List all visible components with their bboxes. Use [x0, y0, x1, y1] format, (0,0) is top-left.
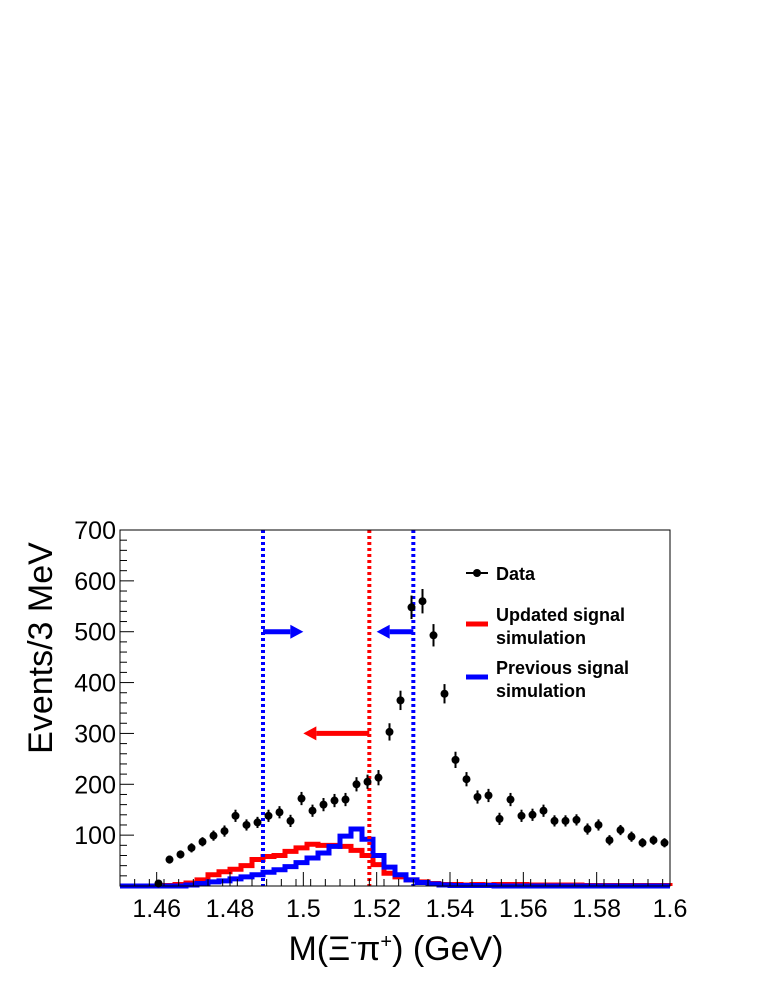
x-tick-label: 1.56: [499, 895, 548, 923]
legend-label-1: Data: [496, 564, 536, 584]
axis-ticks: 1.46 1.48 1.5 1.52 1.54 1.56 1.58 1.6 100 200 300 4…: [74, 517, 687, 923]
data-point: [396, 696, 405, 705]
data-point: [583, 825, 592, 834]
data-point: [341, 795, 350, 804]
cut-lines: [261, 530, 416, 886]
y-tick-label: 400: [74, 670, 116, 698]
data-point: [264, 811, 273, 820]
data-point: [539, 806, 548, 815]
plot-frame: [119, 529, 671, 887]
data-point: [473, 793, 482, 801]
data-point: [484, 791, 493, 800]
data-point: [385, 727, 394, 736]
data-point: [231, 811, 240, 820]
x-axis-title-main: M(Ξ: [288, 930, 350, 968]
data-point: [242, 820, 251, 829]
data-point: [165, 855, 174, 864]
y-tick-label: 700: [74, 517, 116, 545]
cut-arrow-head-3: [376, 624, 390, 639]
data-point: [517, 811, 526, 820]
data-point: [275, 808, 284, 817]
data-point: [594, 820, 603, 829]
data-point: [418, 597, 427, 606]
data-point: [627, 832, 636, 841]
x-axis-title-sup2: +: [380, 931, 392, 953]
data-point: [176, 850, 185, 859]
data-point: [352, 780, 361, 789]
data-point: [649, 836, 658, 845]
x-tick-label: 1.6: [653, 895, 688, 923]
y-tick-label: 600: [74, 568, 116, 596]
x-tick-label: 1.48: [206, 895, 255, 923]
x-tick-label: 1.46: [132, 895, 181, 923]
data-point: [209, 831, 218, 840]
y-tick-label: 200: [74, 771, 116, 799]
data-point: [561, 816, 570, 825]
legend-data-marker: [473, 569, 481, 577]
legend-label-2: Updated signal: [496, 605, 625, 625]
data-point: [187, 843, 196, 852]
data-point: [297, 794, 306, 803]
data-point: [495, 814, 504, 823]
data-point: [407, 603, 416, 612]
data-point: [638, 838, 647, 847]
data-point: [363, 777, 372, 786]
data-points: [154, 588, 669, 888]
data-point: [220, 827, 229, 836]
data-point: [440, 689, 449, 698]
data-point: [319, 800, 328, 809]
x-tick-label: 1.54: [426, 895, 475, 923]
cut-arrow-head-1: [290, 624, 304, 639]
data-point: [605, 836, 614, 845]
data-point: [308, 806, 317, 815]
cut-arrow-head-2: [303, 726, 317, 741]
x-axis-title-end: ) (GeV): [392, 930, 503, 968]
data-point: [253, 818, 262, 827]
data-point: [330, 796, 339, 805]
data-point: [660, 838, 669, 847]
data-point: [462, 775, 471, 784]
x-axis-title-sup1: -: [350, 931, 357, 953]
x-tick-label: 1.58: [572, 895, 621, 923]
data-point: [506, 795, 515, 804]
legend-label-2: simulation: [496, 628, 586, 648]
x-tick-label: 1.52: [352, 895, 401, 923]
y-tick-label: 500: [74, 619, 116, 647]
data-point: [550, 816, 559, 825]
legend-label-3: simulation: [496, 681, 586, 701]
y-tick-label: 100: [74, 822, 116, 850]
legend: Data Updated signal simulation Previous sig…: [466, 564, 629, 701]
data-point: [616, 826, 625, 835]
data-point: [429, 631, 438, 640]
data-point: [451, 755, 460, 764]
data-point: [198, 837, 207, 846]
y-axis-title: Events/3 MeV: [22, 542, 60, 754]
x-axis-title: M(Ξ-π+) (GeV): [288, 930, 503, 968]
data-point: [528, 810, 537, 819]
legend-label-3: Previous signal: [496, 658, 629, 678]
data-point: [572, 815, 581, 824]
y-tick-label: 300: [74, 720, 116, 748]
x-tick-label: 1.5: [286, 895, 321, 923]
data-point: [286, 816, 295, 825]
data-point: [374, 773, 383, 782]
x-axis-title-pi: π: [357, 930, 380, 968]
